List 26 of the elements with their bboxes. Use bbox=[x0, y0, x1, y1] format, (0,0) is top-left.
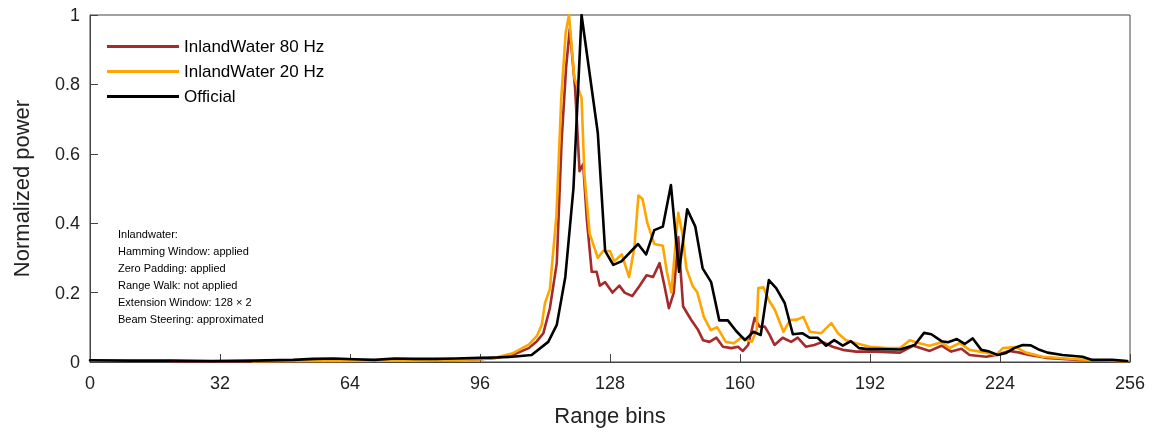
x-tick-label: 128 bbox=[594, 373, 626, 393]
x-tick-label: 160 bbox=[724, 373, 756, 393]
y-tick-label: 0.8 bbox=[54, 74, 80, 95]
y-tick-label: 0.4 bbox=[54, 213, 80, 234]
y-tick-label: 0 bbox=[69, 352, 80, 372]
x-tick-label: 64 bbox=[339, 373, 361, 393]
x-tick-label: 32 bbox=[209, 373, 231, 393]
x-axis-title: Range bins bbox=[554, 402, 666, 428]
legend-label: InlandWater 20 Hz bbox=[184, 62, 325, 81]
annotation: Range Walk: not applied bbox=[118, 278, 238, 291]
y-tick-label: 0.6 bbox=[54, 143, 80, 164]
x-tick-label: 256 bbox=[1114, 373, 1146, 393]
legend-label: InlandWater 80 Hz bbox=[184, 37, 325, 56]
annotation: Zero Padding: applied bbox=[118, 261, 226, 274]
x-tick-label: 0 bbox=[84, 373, 96, 393]
y-tick-label: 1 bbox=[69, 5, 80, 25]
y-tick-label: 0.2 bbox=[54, 282, 80, 303]
annotation: Inlandwater: bbox=[118, 227, 178, 240]
x-tick-label: 96 bbox=[469, 373, 491, 393]
x-tick-label: 224 bbox=[984, 373, 1016, 393]
annotation: Hamming Window: applied bbox=[118, 244, 249, 257]
y-axis-title: Normalized power bbox=[8, 99, 34, 278]
legend-label: Official bbox=[184, 87, 236, 106]
annotation: Extension Window: 128 × 2 bbox=[118, 295, 252, 308]
annotation: Beam Steering: approximated bbox=[118, 312, 264, 325]
x-tick-label: 192 bbox=[854, 373, 886, 393]
